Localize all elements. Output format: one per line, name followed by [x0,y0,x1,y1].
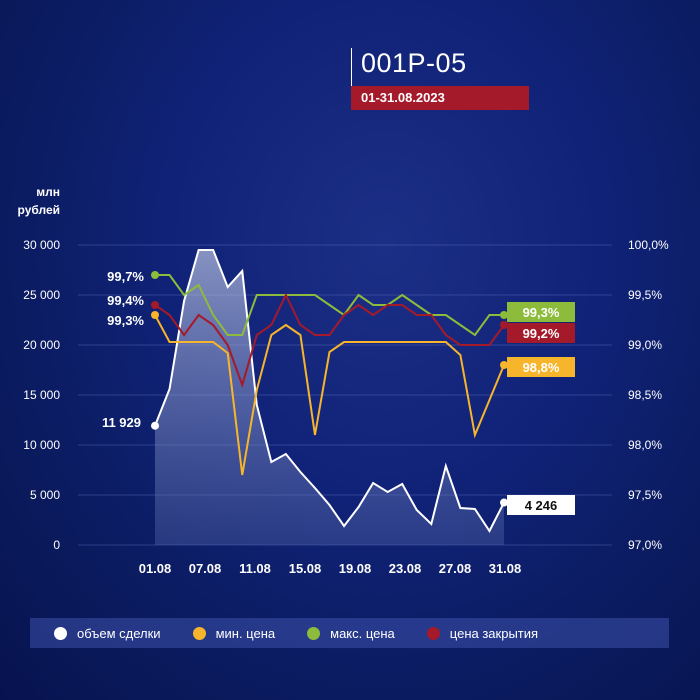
legend-item-close: цена закрытия [426,625,539,641]
legend-dot-min [192,626,206,640]
y-left-tick-label: 10 000 [23,438,60,452]
volume-start-label: 11 929 [102,415,141,430]
max-price-end-marker [500,311,508,319]
y-left-tick-label: 5 000 [30,488,60,502]
chart-title: 001P-05 [361,48,467,78]
close-end-box [507,323,575,343]
x-tick-label: 01.08 [139,561,172,576]
volume-end-label: 4 246 [525,498,558,513]
volume-area [155,250,504,545]
close-start-label: 99,4% [107,293,144,308]
y-right-tick-label: 100,0% [628,238,669,252]
legend: объем сделки мин. цена макс. цена цена з… [30,618,669,648]
legend-dot-close [426,626,440,640]
volume-line [154,249,505,533]
legend-label-close: цена закрытия [449,625,539,641]
min-price-start-marker [151,311,159,319]
title-divider [351,48,352,110]
close-end-label: 99,2% [523,326,560,341]
volume-start-marker [151,421,159,430]
y-right-tick-label: 98,5% [628,388,662,402]
legend-item-min: мин. цена [192,625,276,641]
y-left-tick-label: 20 000 [23,338,60,352]
y-right-tick-label: 99,5% [628,288,662,302]
legend-item-max: макс. цена [307,626,395,641]
volume-end-marker [500,498,508,507]
legend-label-min: мин. цена [215,625,276,641]
y-right-tick-label: 98,0% [628,438,662,452]
legend-dot-max [307,626,321,640]
x-tick-label: 11.08 [239,561,271,576]
min-price-end-marker [500,361,508,369]
period-badge: 01-31.08.2023 [351,86,529,110]
close-price-start-marker [151,301,159,309]
max-price-start-marker [151,271,159,279]
min-end-box [507,357,575,377]
max-price-line [155,274,504,337]
max-start-label: 99,7% [107,269,144,284]
close-price-line [154,292,505,389]
x-tick-label: 27.08 [439,561,472,576]
x-tick-label: 15.08 [289,561,322,576]
min-end-label: 98,8% [523,360,560,375]
x-tick-label: 07.08 [189,561,222,576]
y-left-tick-label: 15 000 [23,388,60,402]
volume-end-box [507,495,575,515]
legend-dot-volume [54,626,67,640]
min-start-label: 99,3% [107,313,144,328]
y-right-tick-label: 97,0% [628,538,662,552]
y-right-tick-label: 99,0% [628,338,662,352]
legend-label-volume: объем сделки [77,625,161,641]
max-end-label: 99,3% [523,305,560,320]
x-tick-label: 19.08 [339,561,372,576]
max-end-box [507,302,575,322]
y-left-tick-label: 25 000 [23,288,60,302]
y-left-axis-title: рублей [18,203,60,217]
x-tick-label: 31.08 [489,561,522,576]
legend-item-volume: объем сделки [54,626,161,641]
min-price-line [154,314,505,476]
legend-label-max: макс. цена [330,625,395,641]
y-left-axis-title: млн [36,185,60,199]
x-tick-label: 23.08 [389,561,422,576]
y-left-tick-label: 30 000 [23,238,60,252]
close-price-end-marker [500,321,508,329]
y-left-tick-label: 0 [53,538,60,552]
y-right-tick-label: 97,5% [628,488,662,502]
